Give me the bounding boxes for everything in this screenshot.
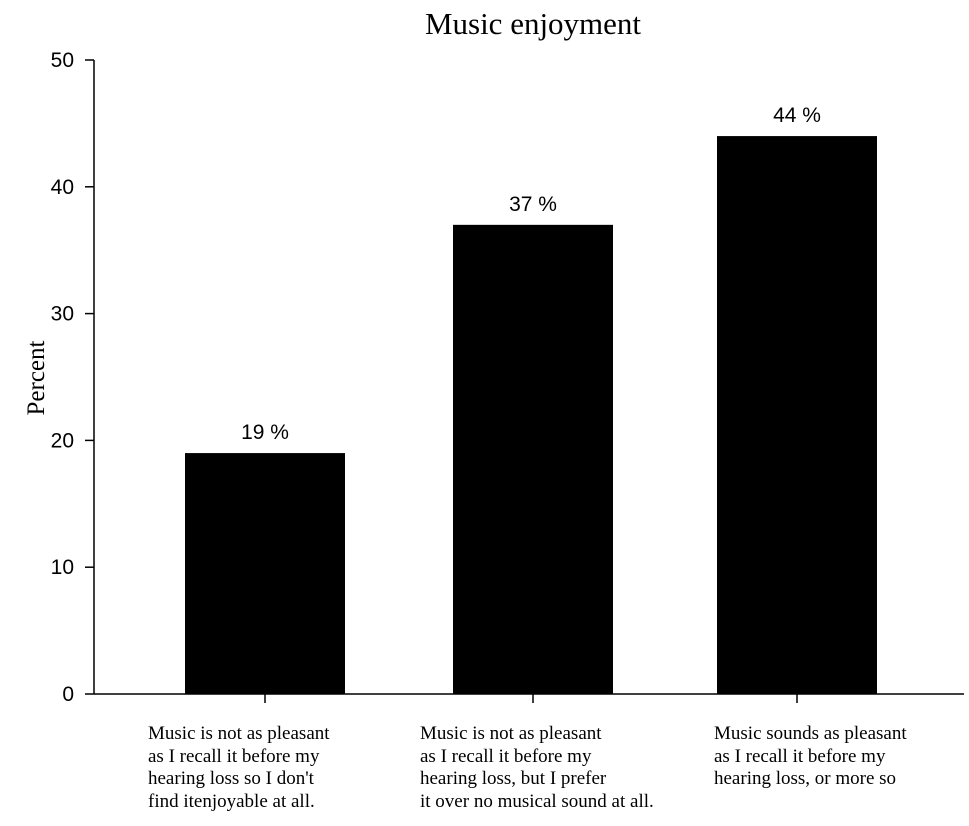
bar [453, 224, 613, 694]
bar [717, 136, 877, 694]
bar [185, 453, 345, 694]
bar-value-label: 19 % [241, 421, 289, 444]
y-tick-label: 10 [51, 556, 74, 579]
bar-value-label: 44 % [773, 104, 821, 127]
y-tick-label: 30 [51, 303, 74, 326]
y-tick-label: 50 [51, 49, 74, 72]
bar-value-label: 37 % [509, 193, 557, 216]
y-tick-label: 0 [62, 683, 74, 706]
y-tick-label: 40 [51, 176, 74, 199]
x-tick-label: Music sounds as pleasant as I recall it … [714, 723, 907, 789]
chart-title: Music enjoyment [424, 6, 642, 41]
y-tick-label: 20 [51, 429, 74, 452]
x-tick-label: Music is not as pleasant as I recall it … [148, 723, 330, 812]
x-tick-label: Music is not as pleasant as I recall it … [420, 723, 654, 812]
